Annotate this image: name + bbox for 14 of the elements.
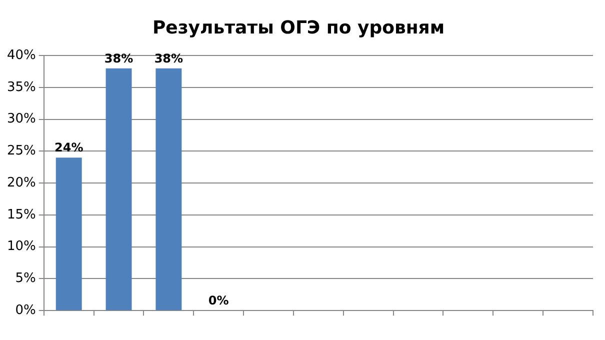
y-tick-label: 40% — [6, 48, 36, 63]
data-label: 38% — [154, 51, 184, 66]
y-tick-label: 35% — [6, 80, 36, 95]
data-label: 0% — [208, 294, 229, 308]
y-tick-label: 15% — [6, 207, 36, 222]
y-tick-label: 30% — [6, 112, 36, 127]
y-tick-label: 20% — [6, 175, 36, 190]
data-label: 38% — [104, 51, 134, 66]
chart-title: Результаты ОГЭ по уровням — [152, 17, 445, 38]
y-tick-label: 25% — [6, 144, 36, 159]
y-tick-label: 5% — [15, 271, 36, 286]
data-label: 24% — [54, 140, 84, 155]
y-tick-label: 10% — [6, 239, 36, 254]
y-tick-label: 0% — [15, 302, 36, 318]
